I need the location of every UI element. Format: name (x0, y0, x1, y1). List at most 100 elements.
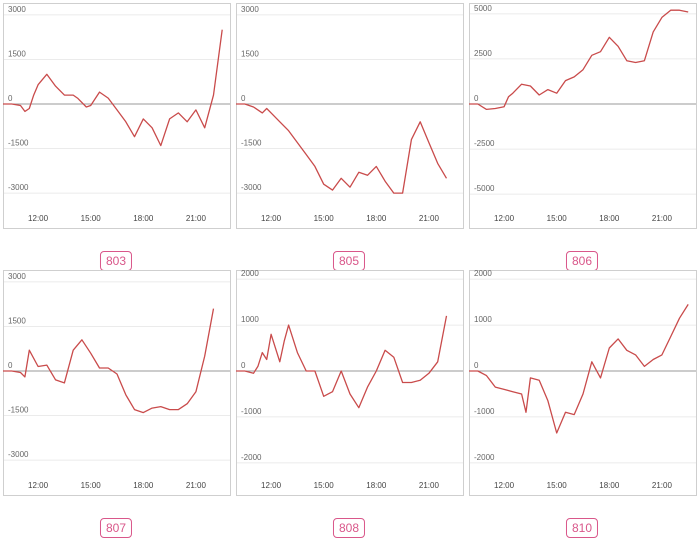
data-point (565, 412, 566, 413)
data-point (270, 334, 271, 335)
data-point (591, 55, 592, 56)
chart-title-badge: 808 (332, 518, 366, 538)
data-point (37, 366, 38, 367)
data-point (151, 408, 152, 409)
data-point (556, 432, 557, 433)
data-point (358, 407, 359, 408)
data-point (547, 400, 548, 401)
data-point (679, 10, 680, 11)
data-point (195, 109, 196, 110)
data-point (187, 403, 188, 404)
data-point (99, 92, 100, 93)
data-point (46, 364, 47, 365)
y-tick-label: -1000 (474, 407, 495, 416)
series-line (236, 315, 448, 409)
data-point (367, 175, 368, 176)
chart-svg: 3000 1500 0 -1500 -3000 12:00 15:00 18:00 21:00 (3, 270, 231, 496)
y-tick-label: 0 (8, 94, 13, 103)
x-tick-label: 15:00 (81, 481, 102, 490)
data-point (609, 347, 610, 348)
x-tick-label: 12:00 (261, 481, 282, 490)
y-tick-label: 0 (474, 94, 479, 103)
x-tick-label: 18:00 (133, 481, 154, 490)
chart-frame (469, 3, 697, 229)
data-point (468, 370, 469, 371)
data-point (635, 354, 636, 355)
y-tick-label: -1500 (241, 139, 262, 148)
data-point (108, 97, 109, 98)
x-tick-label: 12:00 (494, 481, 515, 490)
data-point (661, 17, 662, 18)
data-point (358, 172, 359, 173)
x-tick-label: 12:00 (28, 214, 49, 223)
chart-panel: 2000 1000 0 -1000 -2000 12:00 15:00 18:00 21:00 8… (468, 269, 697, 538)
data-point (81, 339, 82, 340)
y-tick-label: 1500 (8, 49, 26, 58)
data-point (11, 103, 12, 104)
y-tick-label: 3000 (241, 5, 259, 14)
x-tick-label: 15:00 (547, 481, 568, 490)
data-point (428, 373, 429, 374)
data-point (204, 356, 205, 357)
data-point (367, 386, 368, 387)
chart-panel: 3000 1500 0 -1500 -3000 12:00 15:00 18:00 21:00 8… (3, 3, 231, 271)
data-point (235, 103, 236, 104)
data-point (169, 409, 170, 410)
chart-frame (236, 3, 464, 229)
y-tick-label: 0 (474, 361, 479, 370)
y-tick-label: 3000 (8, 272, 26, 281)
data-point (29, 350, 30, 351)
chart-frame (3, 3, 231, 229)
y-tick-label: -2000 (474, 453, 495, 462)
y-tick-label: -2000 (241, 453, 262, 462)
y-tick-label: -2500 (474, 139, 495, 148)
x-tick-label: 21:00 (186, 481, 207, 490)
data-point (495, 386, 496, 387)
data-point (266, 359, 267, 360)
x-tick-label: 21:00 (186, 214, 207, 223)
data-point (195, 391, 196, 392)
data-point (428, 142, 429, 143)
data-point (20, 105, 21, 106)
data-point (411, 382, 412, 383)
data-point (64, 382, 65, 383)
data-point (314, 370, 315, 371)
data-point (486, 109, 487, 110)
x-tick-label: 21:00 (652, 214, 673, 223)
y-tick-label: 0 (241, 361, 246, 370)
data-point (402, 193, 403, 194)
data-point (617, 46, 618, 47)
data-point (341, 178, 342, 179)
data-point (29, 108, 30, 109)
chart-panel: 3000 1500 0 -1500 -3000 12:00 15:00 18:00 21:00 8… (235, 3, 464, 271)
x-tick-label: 12:00 (261, 214, 282, 223)
data-point (393, 193, 394, 194)
data-point (90, 105, 91, 106)
data-point (679, 318, 680, 319)
data-point (508, 96, 509, 97)
data-point (446, 315, 447, 316)
series-line (3, 29, 223, 147)
data-point (253, 373, 254, 374)
data-point (617, 338, 618, 339)
data-point (556, 93, 557, 94)
data-point (187, 121, 188, 122)
data-point (525, 412, 526, 413)
data-point (160, 145, 161, 146)
chart-frame (3, 270, 231, 496)
data-point (86, 106, 87, 107)
data-point (37, 84, 38, 85)
data-point (143, 412, 144, 413)
data-point (688, 11, 689, 12)
data-point (503, 106, 504, 107)
data-point (73, 94, 74, 95)
data-point (661, 354, 662, 355)
data-point (24, 376, 25, 377)
data-point (547, 89, 548, 90)
data-point (116, 373, 117, 374)
data-point (55, 379, 56, 380)
y-tick-label: 5000 (474, 4, 492, 13)
y-tick-label: -5000 (474, 184, 495, 193)
chart-panel: 3000 1500 0 -1500 -3000 12:00 15:00 18:00 21:00 8… (3, 270, 231, 538)
data-point (503, 389, 504, 390)
